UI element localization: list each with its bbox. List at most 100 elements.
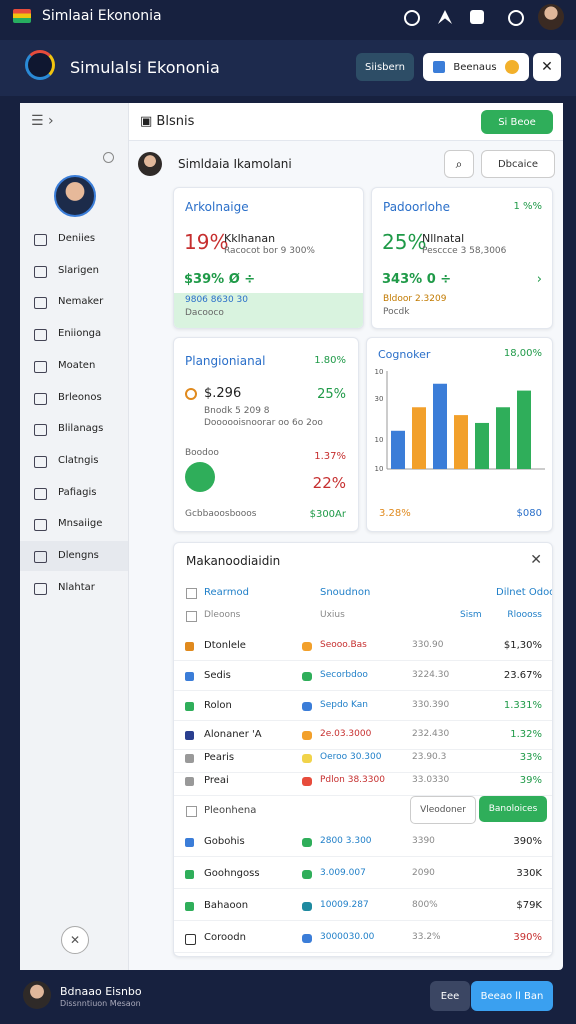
icon: [185, 462, 215, 492]
row-icon: [302, 754, 312, 763]
nav-icon: [34, 424, 47, 437]
cell: 330.390: [412, 700, 450, 710]
cell: 390%: [513, 836, 542, 847]
card-label: Nllnatal: [422, 232, 465, 245]
cell: 330.90: [412, 640, 444, 650]
row-icon: [302, 777, 312, 786]
card-foot-sub: Pocdk: [383, 307, 410, 317]
card-title: Padoorlohe: [383, 200, 450, 214]
row-divider: [174, 888, 552, 889]
bar: [475, 422, 489, 469]
cell: Rolon: [204, 700, 232, 711]
close-button[interactable]: ✕: [530, 552, 542, 568]
avatar[interactable]: [54, 175, 96, 217]
cell: Alonaner 'A: [204, 729, 262, 740]
button[interactable]: Si Beoe: [481, 110, 553, 134]
avatar[interactable]: [538, 4, 564, 30]
nav-item[interactable]: Moaten: [58, 359, 96, 371]
menu-icon[interactable]: ☰ ›: [31, 113, 54, 129]
nav-item[interactable]: Blilanags: [58, 423, 104, 435]
button[interactable]: Banoloices: [479, 796, 547, 822]
arrow[interactable]: ›: [536, 272, 542, 287]
row-icon: [302, 870, 312, 879]
row-divider: [174, 720, 552, 721]
footer-subtitle: Dissnntiuon Mesaon: [60, 999, 141, 1008]
icon[interactable]: [470, 10, 484, 24]
icon[interactable]: [508, 10, 524, 26]
row-icon: [302, 672, 312, 681]
cell: 39%: [519, 775, 542, 786]
search-button[interactable]: ⌕: [444, 150, 474, 178]
card-sub: Pesccce 3 58,3006: [422, 246, 507, 256]
cell: 3390: [412, 836, 435, 846]
cell: 2090: [412, 868, 435, 878]
nav-item[interactable]: Nlahtar: [58, 581, 95, 593]
nav-item[interactable]: Deniies: [58, 233, 96, 244]
row-icon: [302, 838, 312, 847]
cell: 1.32%: [510, 729, 542, 740]
nav-item[interactable]: Pafiagis: [58, 486, 97, 498]
cell: 10009.287: [320, 900, 369, 910]
cell: 1.331%: [503, 700, 542, 711]
icon: [103, 152, 114, 163]
button[interactable]: Beeao ll Ban: [471, 981, 553, 1011]
row-icon: [185, 870, 194, 879]
button[interactable]: Siisbern: [356, 53, 414, 81]
row-divider: [174, 660, 552, 661]
nav-icon: [34, 487, 47, 500]
cell: 23.90.3: [412, 752, 447, 762]
card-foot: Bldoor 2.3209: [383, 294, 447, 304]
row-icon: [185, 838, 194, 847]
content-title: ▣ Blsnis: [140, 114, 195, 129]
bar: [517, 390, 531, 469]
button[interactable]: Vleodoner: [410, 796, 476, 824]
row-icon: [185, 934, 196, 945]
card: Plangionianal 1.80% $.296 25% Bnodk 5 20…: [173, 337, 359, 532]
close-button[interactable]: ✕: [61, 926, 89, 954]
chart-card: Cognoker 18,00% 10 30 10 10 3.28% $080: [366, 337, 553, 532]
nav-item[interactable]: Nemaker: [58, 296, 104, 308]
nav-item[interactable]: Clatngis: [58, 454, 99, 466]
card-value: 25%: [382, 230, 427, 254]
icon[interactable]: [438, 10, 452, 24]
table-panel: Makanoodiaidin ✕ Rearmod Snoudnon Dilnet O…: [173, 542, 553, 957]
card-foot: Gcbbaoosbooos: [185, 509, 257, 519]
row-divider: [174, 952, 552, 953]
table-subheader: Dleoons: [204, 610, 241, 620]
cell: 33%: [519, 752, 542, 763]
chart-footer: $080: [516, 508, 542, 519]
row-divider: [174, 772, 552, 773]
icon[interactable]: [404, 10, 420, 26]
nav-item[interactable]: Mnsaiige: [58, 518, 103, 530]
button[interactable]: Beenaus: [423, 53, 529, 81]
card-sub: Racocot bor 9 300%: [224, 246, 315, 256]
cell: Secorbdoo: [320, 670, 368, 680]
nav-item[interactable]: Brleonos: [58, 391, 102, 403]
nav-icon: [34, 455, 47, 468]
sidebar: [20, 103, 129, 970]
nav-icon: [34, 329, 47, 342]
axis-label: 10: [375, 465, 384, 473]
cell: 390%: [513, 932, 542, 943]
filter-button[interactable]: Dbcaice: [481, 150, 555, 178]
chart-title: Cognoker: [378, 348, 431, 361]
nav-item[interactable]: Slarigen: [58, 264, 99, 276]
cell: Pdlon 38.3300: [320, 775, 385, 785]
card-note: Bnodk 5 209 8: [204, 406, 270, 416]
cell: 330K: [516, 868, 542, 879]
nav-icon: [34, 234, 47, 246]
nav-item[interactable]: Eniionga: [58, 328, 102, 340]
card-value: 343% 0 ÷: [382, 272, 452, 287]
avatar: [23, 981, 51, 1009]
cell: Pleonhena: [204, 805, 257, 816]
button[interactable]: Eee: [430, 981, 470, 1011]
bar: [412, 407, 426, 469]
bar: [433, 383, 447, 469]
nav-item[interactable]: Dlengns: [58, 550, 99, 561]
chart-change: 18,00%: [503, 348, 542, 359]
close-button[interactable]: ✕: [533, 53, 561, 81]
icon: [504, 60, 519, 74]
card-title: Arkolnaige: [185, 200, 249, 214]
cell: 800%: [412, 900, 438, 910]
